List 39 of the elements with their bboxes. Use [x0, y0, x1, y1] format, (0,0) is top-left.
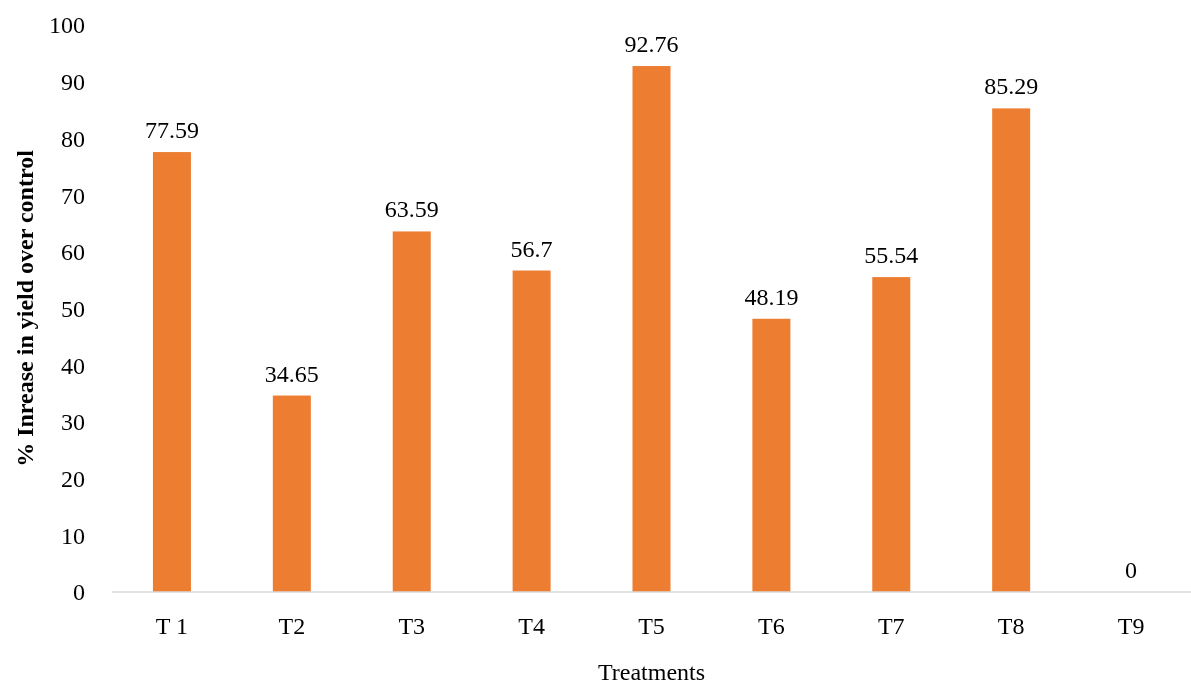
y-tick-label: 50 — [61, 295, 85, 322]
x-tick-label: T9 — [1117, 613, 1145, 639]
bar — [152, 152, 191, 592]
bar — [272, 395, 311, 592]
y-tick-label: 100 — [49, 12, 85, 39]
x-tick-label: T7 — [877, 613, 905, 639]
bar — [632, 66, 671, 592]
bar — [392, 231, 431, 592]
bar — [992, 108, 1031, 592]
x-tick-label: T5 — [638, 613, 665, 639]
y-tick-label: 60 — [61, 239, 85, 266]
bar — [872, 277, 911, 592]
x-tick-label: T2 — [278, 613, 306, 639]
data-label: 85.29 — [984, 73, 1039, 100]
x-tick-label: T6 — [758, 613, 785, 639]
bar — [512, 270, 551, 592]
y-tick-label: 90 — [61, 69, 85, 96]
y-tick-label: 0 — [73, 579, 85, 606]
data-label: 77.59 — [144, 117, 199, 144]
data-label: 48.19 — [744, 283, 799, 310]
bar — [752, 318, 791, 592]
x-tick-label: T4 — [518, 613, 545, 639]
y-tick-label: 80 — [61, 125, 85, 152]
y-tick-label: 70 — [61, 182, 85, 209]
data-label: 56.7 — [510, 235, 553, 262]
data-label: 0 — [1125, 557, 1138, 583]
data-label: 55.54 — [864, 242, 919, 269]
x-tick-label: T3 — [398, 613, 426, 639]
y-axis-title: % Inrease in yield over control — [12, 149, 38, 467]
data-label: 92.76 — [624, 31, 679, 58]
y-tick-label: 40 — [61, 352, 85, 379]
x-tick-label: T8 — [997, 613, 1025, 639]
x-axis-title: Treatments — [597, 659, 706, 685]
x-tick-label: T 1 — [155, 613, 189, 639]
y-tick-label: 10 — [61, 522, 85, 549]
data-label: 63.59 — [384, 196, 439, 223]
data-label: 34.65 — [264, 360, 319, 387]
y-tick-label: 20 — [61, 466, 85, 492]
y-tick-label: 30 — [61, 409, 85, 436]
